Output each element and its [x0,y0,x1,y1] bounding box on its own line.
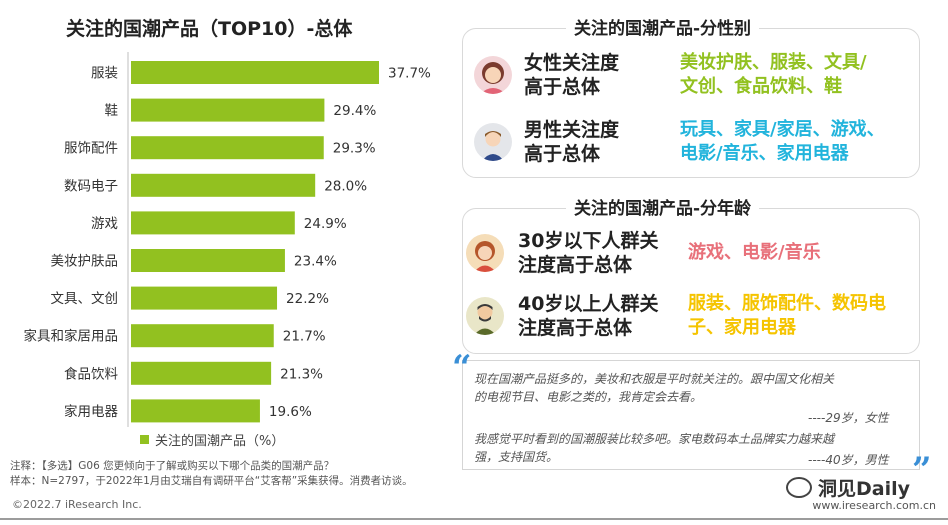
age-row-older: 40岁以上人群关 注度高于总体 服装、服饰配件、数码电 子、家用电器 [466,292,886,340]
copyright: ©2022.7 iResearch Inc. [12,498,142,511]
value-label-0: 37.7% [388,66,431,82]
older-person-icon [466,297,504,335]
bar-9 [131,399,260,423]
category-label-3: 数码电子 [64,178,118,194]
legend-label: 关注的国潮产品（%） [155,434,285,449]
female-label-line1: 女性关注度 [524,52,620,74]
bar-2 [131,136,324,160]
young-person-icon [466,234,504,272]
older-value-line1: 服装、服饰配件、数码电 [688,293,886,314]
young-label-line1: 30岁以下人群关 [518,230,659,252]
bar-5 [131,249,285,272]
wechat-icon [786,477,812,498]
close-quote-icon: ” [912,450,932,490]
quote-2-author: ----40岁，男性 [808,453,889,467]
watermark: 洞见Daily [786,474,910,501]
quote-1-author: ----29岁，女性 [808,411,889,425]
bar-3 [131,173,316,197]
male-value-line2: 电影/音乐、家用电器 [680,143,849,164]
category-label-5: 美妆护肤品 [51,254,119,270]
category-label-7: 家具和家居用品 [24,328,119,345]
bar-chart: 服装 37.7% 鞋 29.4% 服饰配件 29.3% 数码电子 28.0% 游戏 24.9% 美妆… [24,52,431,427]
category-label-0: 服装 [91,66,118,82]
category-label-1: 鞋 [105,103,119,119]
quote-2-line2: 强，支持国货。 [474,450,559,464]
quote-1-line1: 现在国潮产品挺多的，美妆和衣服是平时就关注的。跟中国文化相关 [474,372,835,386]
young-label-line2: 注度高于总体 [518,254,633,276]
category-label-2: 服饰配件 [64,141,118,157]
quote-2-line1: 我感觉平时看到的国潮服装比较多吧。家电数码本土品牌实力越来越 [474,432,835,446]
category-label-9: 家用电器 [64,403,118,420]
value-label-5: 23.4% [294,254,337,270]
watermark-label: 洞见Daily [818,478,911,500]
chart-notes: 注释：【多选】G06 您更倾向于了解或购买以下哪个品类的国潮产品？ 样本：N=2… [10,459,413,489]
female-label-line2: 高于总体 [524,76,601,98]
bar-1 [131,98,325,122]
female-avatar-icon [474,56,512,94]
value-label-4: 24.9% [304,216,347,232]
bar-0 [131,61,379,84]
bottom-divider [0,518,948,520]
bar-7 [131,324,274,348]
gender-panel-title: 关注的国潮产品-分性别 [566,14,760,39]
older-label-line2: 注度高于总体 [518,317,633,339]
older-label-line1: 40岁以上人群关 [518,293,659,315]
bar-6 [131,286,278,310]
male-label-line1: 男性关注度 [524,119,620,141]
bar-4 [131,211,295,235]
gender-panel [462,28,920,178]
value-label-9: 19.6% [269,404,312,420]
gender-row-male: 男性关注度 高于总体 玩具、家具/家居、游戏、 电影/音乐、家用电器 [474,118,885,166]
young-value-line1: 游戏、电影/音乐 [688,242,821,263]
female-value-line1: 美妆护肤、服装、文具/ [680,52,867,73]
note-line1: 注释：【多选】G06 您更倾向于了解或购买以下哪个品类的国潮产品？ [10,460,335,472]
legend-swatch [140,435,149,444]
value-label-2: 29.3% [333,141,376,157]
chart-legend: 关注的国潮产品（%） [140,430,284,449]
male-value-line1: 玩具、家具/家居、游戏、 [680,119,885,140]
value-label-7: 21.7% [283,329,326,345]
value-label-8: 21.3% [280,366,323,382]
site-url[interactable]: www.iresearch.com.cn [812,499,936,512]
age-panel-title: 关注的国潮产品-分年龄 [566,194,760,219]
older-value-line2: 子、家用电器 [688,317,796,338]
category-label-4: 游戏 [91,216,118,232]
category-label-6: 文具、文创 [51,291,119,307]
female-value-line2: 文创、食品饮料、鞋 [680,76,842,97]
value-label-3: 28.0% [324,178,367,194]
age-row-young: 30岁以下人群关 注度高于总体 游戏、电影/音乐 [466,229,821,277]
quote-1-line2: 的电视节目、电影之类的，我肯定会去看。 [474,390,703,404]
age-panel [462,208,920,354]
bar-8 [131,361,272,385]
value-label-6: 22.2% [286,291,329,307]
category-label-8: 食品饮料 [64,365,118,382]
quote-box [462,360,920,470]
gender-row-female: 女性关注度 高于总体 美妆护肤、服装、文具/ 文创、食品饮料、鞋 [474,51,867,99]
male-label-line2: 高于总体 [524,143,601,165]
value-label-1: 29.4% [333,103,376,119]
note-line2: 样本：N=2797，于2022年1月由艾瑞自有调研平台“艾客帮”采集获得。消费者… [10,475,413,487]
male-avatar-icon [474,123,512,161]
chart-title: 关注的国潮产品（TOP10）-总体 [66,18,353,40]
open-quote-icon: “ [452,348,472,388]
